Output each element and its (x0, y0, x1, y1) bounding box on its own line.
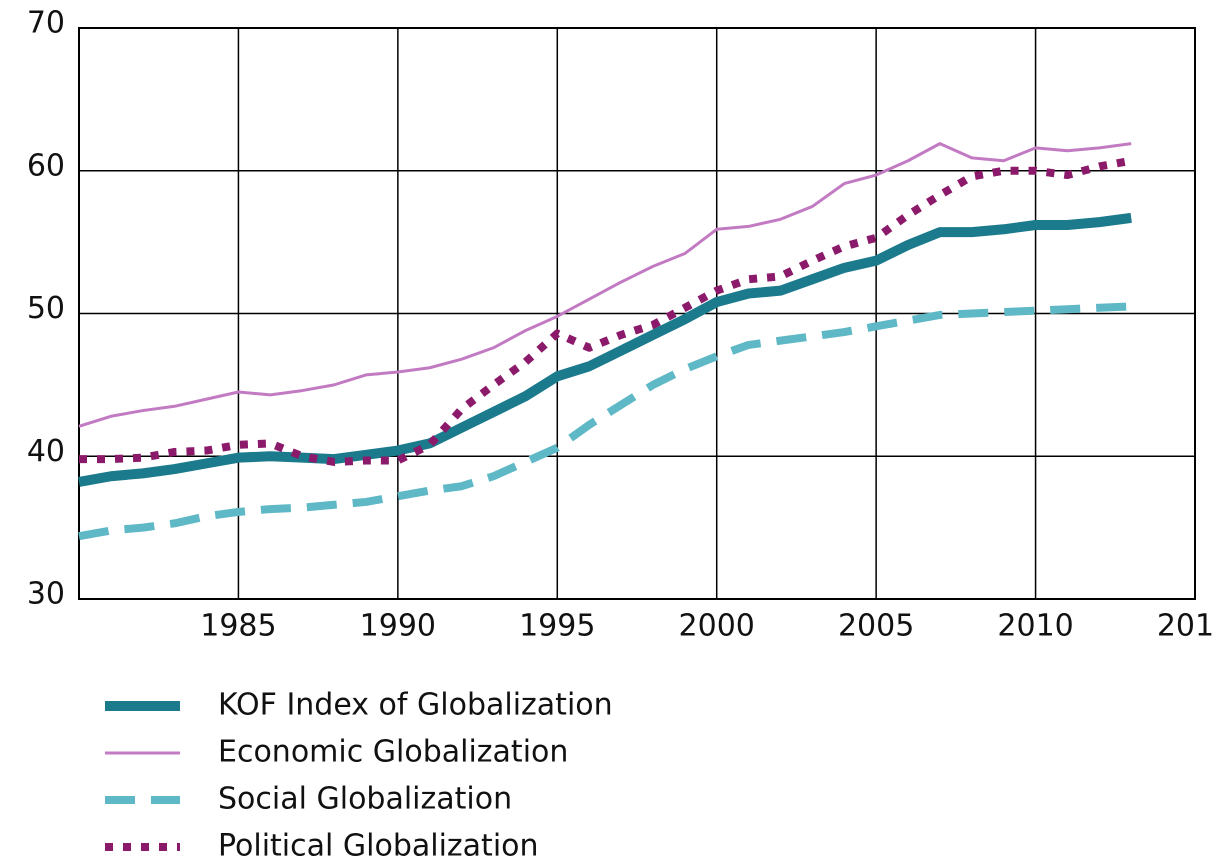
plot-frame (78, 27, 1196, 600)
legend-label: KOF Index of Globalization (218, 688, 613, 723)
series-line (78, 142, 1132, 428)
legend-label: Social Globalization (218, 782, 512, 817)
y-tick-label: 40 (27, 434, 65, 469)
x-tick-label: 1990 (360, 609, 436, 644)
y-tick-label: 60 (27, 148, 65, 183)
x-tick-label: 2000 (679, 609, 755, 644)
legend-label: Political Globalization (218, 829, 539, 862)
x-tick-label: 2005 (838, 609, 914, 644)
x-tick-label: 1995 (519, 609, 595, 644)
y-tick-label: 50 (27, 291, 65, 326)
y-tick-label: 70 (27, 6, 65, 41)
series-line (78, 212, 1132, 487)
x-tick-label: 1985 (200, 609, 276, 644)
x-tick-label: 2015 (1157, 609, 1216, 644)
series-line (79, 156, 1132, 466)
legend-label: Economic Globalization (218, 735, 568, 770)
x-tick-label: 2010 (997, 609, 1073, 644)
y-tick-label: 30 (27, 577, 65, 612)
